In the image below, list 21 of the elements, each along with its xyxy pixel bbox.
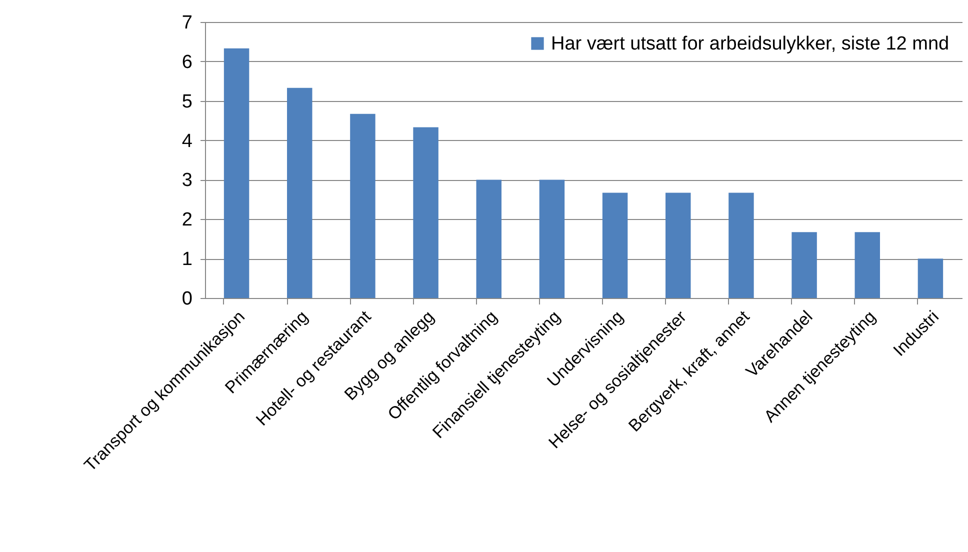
bar xyxy=(287,88,312,298)
y-tick-label: 4 xyxy=(182,130,193,152)
y-tick-label: 2 xyxy=(182,210,192,231)
y-tick-label: 0 xyxy=(182,288,192,310)
bar xyxy=(350,114,376,298)
y-tick-label: 7 xyxy=(182,12,192,34)
bar xyxy=(854,232,880,298)
y-tick-label: 1 xyxy=(182,249,192,270)
bar xyxy=(728,192,754,298)
bar xyxy=(224,48,250,298)
bar xyxy=(792,232,817,298)
y-tick-label: 3 xyxy=(182,170,192,192)
legend-label: Har vært utsatt for arbeidsulykker, siste 12 mnd xyxy=(551,34,950,54)
bar xyxy=(918,258,944,298)
bar xyxy=(539,180,565,298)
bar xyxy=(602,192,628,298)
bar xyxy=(476,180,502,298)
y-tick-label: 5 xyxy=(182,91,192,112)
bar xyxy=(666,192,691,298)
bar xyxy=(413,127,438,298)
y-tick-label: 6 xyxy=(182,52,192,73)
